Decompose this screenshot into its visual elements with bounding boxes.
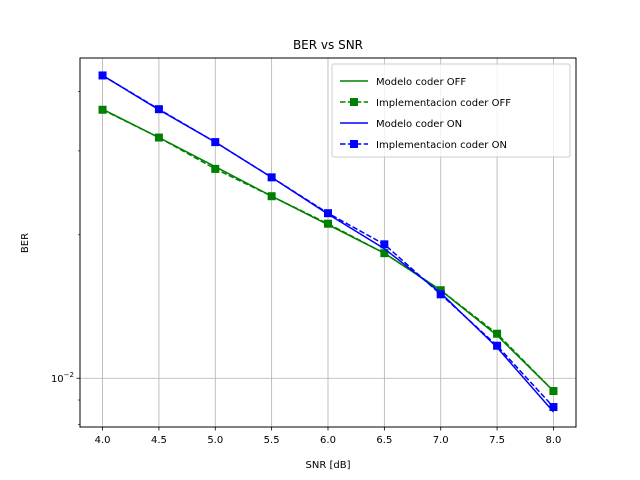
data-point xyxy=(549,387,558,396)
data-point xyxy=(154,105,163,114)
legend-marker xyxy=(350,140,358,148)
x-tick-label: 7.5 xyxy=(489,435,505,446)
x-tick-label: 6.5 xyxy=(376,435,392,446)
data-point xyxy=(436,286,445,295)
data-point xyxy=(324,209,332,218)
x-tick-label: 4.0 xyxy=(95,435,111,446)
data-point xyxy=(380,240,389,249)
data-point xyxy=(211,138,220,147)
data-point xyxy=(493,341,502,350)
series-2 xyxy=(98,105,558,396)
series-layer xyxy=(98,71,558,413)
data-point xyxy=(98,105,107,114)
series-line xyxy=(102,109,554,392)
data-point xyxy=(211,164,220,173)
data-point xyxy=(154,133,163,142)
chart-title: BER vs SNR xyxy=(293,38,363,52)
data-point xyxy=(324,219,332,228)
legend: Modelo coder OFF Implementacion coder OFF… xyxy=(331,63,571,158)
legend-marker xyxy=(350,98,358,106)
data-point xyxy=(267,192,276,201)
legend-entry: Modelo coder ON xyxy=(340,119,462,130)
ticks: 4.0 4.5 5.0 5.5 6.0 6.5 7.0 7.5 8.0 10−2 xyxy=(51,91,561,446)
x-tick-label: 5.5 xyxy=(264,435,280,446)
data-point xyxy=(549,403,558,412)
legend-label: Modelo coder OFF xyxy=(376,77,466,88)
legend-box xyxy=(331,63,571,158)
series-4 xyxy=(98,71,558,412)
legend-label: Implementacion coder OFF xyxy=(376,98,511,109)
data-point xyxy=(436,290,445,299)
legend-label: Implementacion coder ON xyxy=(376,140,507,151)
x-tick-label: 4.5 xyxy=(151,435,167,446)
legend-entry: Modelo coder OFF xyxy=(340,77,466,88)
x-axis-label: SNR [dB] xyxy=(306,460,351,471)
x-tick-label: 7.0 xyxy=(433,435,449,446)
y-axis-label: BER xyxy=(20,233,31,253)
data-point xyxy=(267,173,276,182)
legend-entry: Implementacion coder ON xyxy=(340,140,507,151)
data-point xyxy=(493,329,502,338)
x-tick-label: 5.0 xyxy=(207,435,223,446)
legend-label: Modelo coder ON xyxy=(376,119,462,130)
x-tick-label: 8.0 xyxy=(546,435,562,446)
legend-entry: Implementacion coder OFF xyxy=(340,98,511,109)
x-tick-label: 6.0 xyxy=(320,435,336,446)
y-tick-label: 10−2 xyxy=(51,371,74,385)
data-point xyxy=(380,249,389,258)
data-point xyxy=(98,71,107,80)
